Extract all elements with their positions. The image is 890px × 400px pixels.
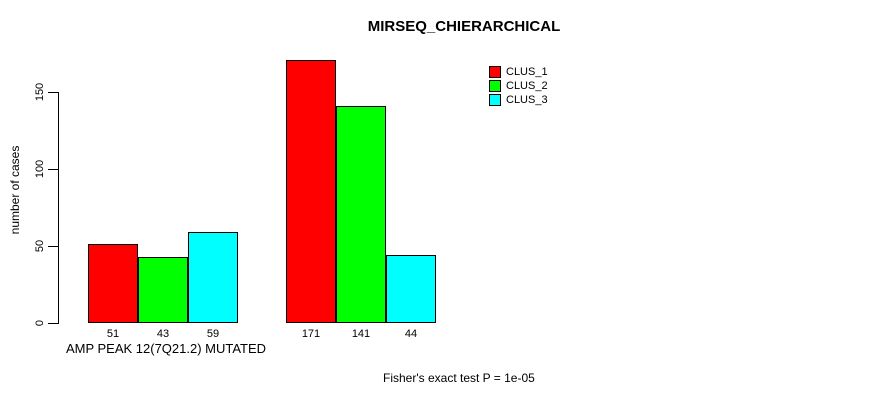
bar-clus_3-group2 — [386, 255, 436, 323]
legend-label: CLUS_1 — [506, 65, 548, 78]
y-axis-tick — [48, 92, 58, 93]
legend: CLUS_1 CLUS_2 CLUS_3 — [489, 65, 548, 106]
y-axis-line — [58, 92, 59, 324]
bar-clus_1-group1 — [88, 244, 138, 323]
bar-value-label: 43 — [156, 328, 170, 340]
legend-label: CLUS_2 — [506, 79, 548, 92]
y-axis-tick-label: 0 — [34, 319, 46, 327]
legend-item: CLUS_3 — [489, 93, 548, 106]
fisher-test-annotation: Fisher's exact test P = 1e-05 — [383, 371, 535, 385]
legend-swatch — [489, 79, 501, 92]
bar-clus_3-group1 — [188, 232, 238, 323]
bar-value-label: 171 — [301, 328, 321, 340]
legend-label: CLUS_3 — [506, 93, 548, 106]
x-axis-label: AMP PEAK 12(7Q21.2) MUTATED — [65, 341, 267, 356]
bar-value-label: 141 — [351, 328, 371, 340]
bar-clus_1-group2 — [286, 60, 336, 323]
y-axis-tick — [48, 323, 58, 324]
bar-value-label: 59 — [206, 328, 220, 340]
legend-item: CLUS_2 — [489, 79, 548, 92]
legend-swatch — [489, 93, 501, 106]
y-axis-tick — [48, 246, 58, 247]
y-axis-tick-label: 100 — [34, 159, 46, 179]
bar-value-label: 51 — [106, 328, 120, 340]
bar-clus_2-group2 — [336, 106, 386, 323]
y-axis-tick — [48, 169, 58, 170]
chart-title: MIRSEQ_CHIERARCHICAL — [367, 18, 561, 35]
y-axis-tick-label: 50 — [34, 239, 46, 253]
legend-item: CLUS_1 — [489, 65, 548, 78]
y-axis-tick-label: 150 — [34, 82, 46, 102]
bar-value-label: 44 — [404, 328, 418, 340]
y-axis-title: number of cases — [8, 145, 22, 235]
bar-clus_2-group1 — [138, 257, 188, 323]
legend-swatch — [489, 65, 501, 78]
